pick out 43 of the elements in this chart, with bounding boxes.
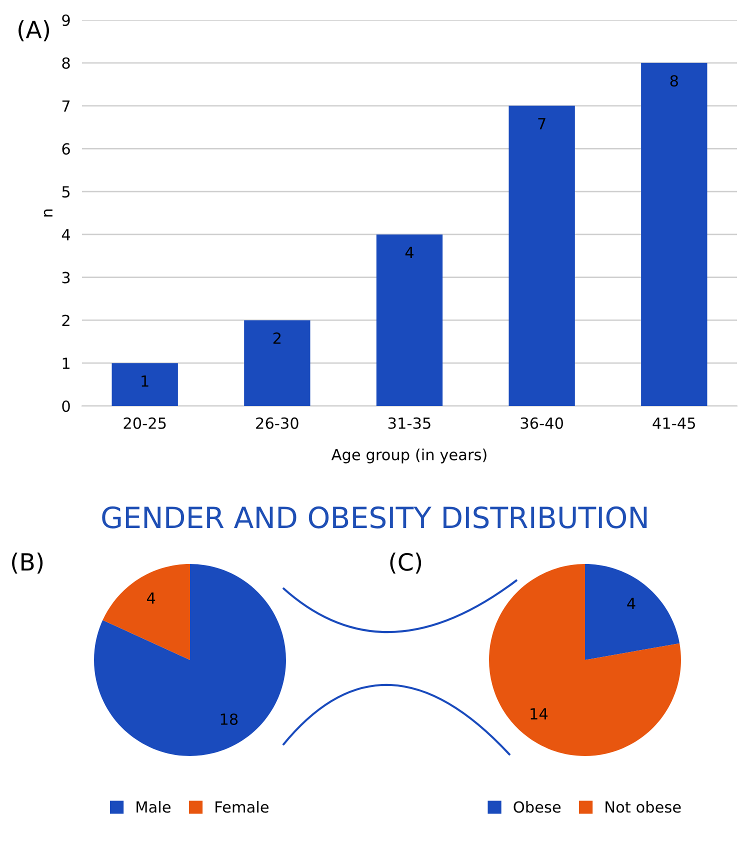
data-label: 4 (405, 246, 414, 258)
data-label: 14 (530, 708, 548, 720)
legend-label: Female (216, 800, 269, 813)
legend-label: Male (136, 800, 170, 813)
text: (C) (390, 552, 422, 574)
y-tick-label: 6 (62, 143, 70, 155)
x-axis-title: Age group (in years) (331, 448, 486, 464)
y-tick-label: 2 (62, 314, 70, 326)
y-tick-label: 9 (62, 14, 70, 26)
data-label: 1 (142, 375, 148, 387)
data-label: 8 (670, 75, 678, 87)
text: (A) (18, 20, 50, 42)
bar (641, 62, 708, 406)
y-tick-label: 3 (62, 272, 70, 284)
bar (508, 106, 575, 406)
x-tick-label: 36-40 (520, 417, 564, 429)
y-axis-title: n (44, 209, 52, 216)
data-label: 4 (627, 598, 636, 610)
y-tick-label: 0 (62, 400, 70, 412)
y-tick-label: 7 (62, 100, 70, 112)
text: GENDER AND OBESITY DISTRIBUTION (102, 506, 647, 528)
bar (244, 320, 310, 406)
bar (376, 234, 443, 406)
y-tick-label: 4 (62, 229, 70, 240)
x-tick-label: 20-25 (124, 417, 166, 429)
text: (B) (12, 552, 43, 574)
data-label: 7 (538, 118, 546, 130)
x-tick-label: 31-35 (388, 417, 430, 429)
data-label: 2 (273, 332, 281, 344)
y-tick-label: 8 (62, 57, 70, 69)
pie-slice (585, 564, 680, 660)
y-tick-label: 5 (62, 186, 70, 198)
legend-label: Obese (514, 800, 561, 813)
pie-slice (94, 564, 286, 756)
x-tick-label: 26-30 (256, 417, 298, 429)
y-tick-label: 1 (62, 358, 70, 369)
bar (112, 363, 178, 406)
pie-slice (102, 564, 190, 660)
x-tick-label: 41-45 (652, 418, 696, 429)
data-label: 4 (146, 592, 156, 604)
pie-slice (489, 564, 681, 756)
legend-label: Not obese (606, 800, 681, 813)
data-label: 18 (220, 713, 238, 726)
